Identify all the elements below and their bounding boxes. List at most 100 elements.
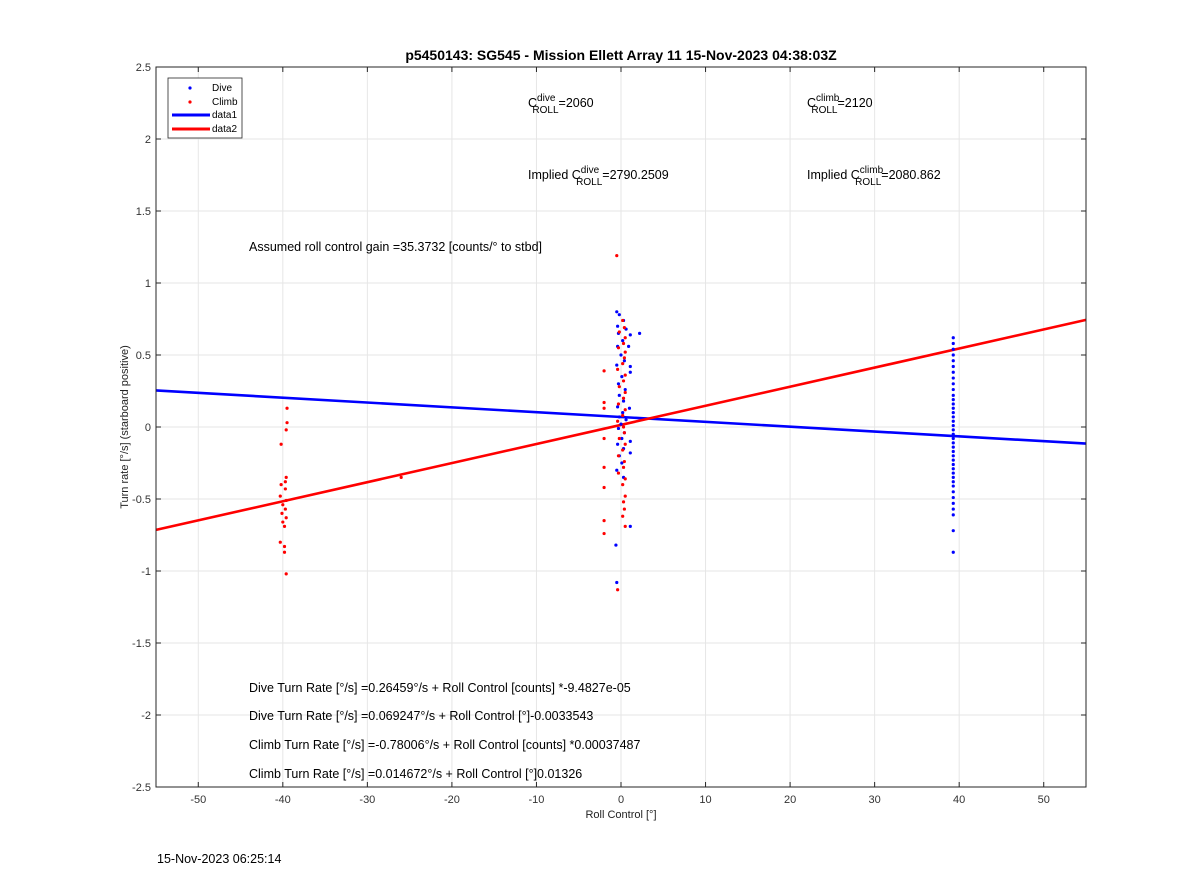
climb-point (282, 550, 287, 554)
data1-fit-line (155, 389, 1087, 445)
climb-point (615, 254, 619, 258)
legend-data2: data2 (212, 124, 237, 135)
climb-point (284, 572, 288, 576)
dive-point (621, 411, 625, 415)
dive-point (951, 411, 955, 415)
dive-point (621, 399, 626, 403)
dive-point (616, 426, 621, 431)
climb-point (617, 385, 621, 389)
dive-point (951, 495, 955, 500)
dive-point (951, 347, 955, 351)
dive-point (951, 387, 955, 392)
climb-point (283, 507, 287, 511)
dive-point (951, 341, 955, 346)
climb-point (623, 477, 627, 481)
dive-point (628, 370, 632, 374)
dive-point (617, 313, 621, 317)
climb-point (621, 318, 625, 323)
dive-point (951, 428, 955, 432)
y-tick-label: -0.5 (132, 494, 151, 506)
dive-point (951, 364, 955, 369)
dive-point (951, 480, 955, 484)
dive-point (951, 501, 955, 505)
climb-point (623, 336, 627, 340)
climb-point (616, 367, 620, 371)
climb-point (621, 465, 626, 469)
dive-point (616, 382, 621, 386)
climb-point (616, 346, 621, 350)
x-tick-labels: -50 -40 -30 -20 -10 0 10 20 30 40 50 (190, 794, 1050, 806)
dive-point (616, 442, 620, 446)
dive-point (951, 471, 955, 475)
climb-point (621, 396, 626, 400)
climb-point (623, 494, 627, 498)
x-tick-label: 50 (1038, 794, 1050, 806)
climb-point (622, 507, 626, 511)
dive-point (615, 363, 619, 367)
x-tick-label: 0 (618, 794, 624, 806)
y-tick-label: 0 (145, 422, 151, 434)
dive-point (616, 324, 620, 328)
climb-point (283, 480, 287, 484)
climb-point (602, 436, 606, 441)
dive-point (621, 339, 625, 343)
dive-point (951, 406, 955, 410)
dive-point (951, 402, 955, 406)
climb-point (285, 421, 289, 425)
legend-dive: Dive (212, 83, 232, 94)
climb-point (602, 485, 606, 490)
climb-point (622, 431, 626, 435)
climb-point (622, 326, 626, 330)
dive-point (951, 484, 955, 488)
y-tick-label: -1 (141, 566, 151, 578)
dive-point (616, 405, 620, 409)
climb-point (616, 471, 621, 475)
y-tick-label: -2 (141, 710, 151, 722)
y-tick-label: 0.5 (136, 350, 151, 362)
climb-point (279, 442, 283, 446)
dive-point (615, 580, 619, 585)
climb-point (616, 454, 621, 458)
climb-point (622, 356, 626, 360)
climb-point (282, 524, 287, 528)
implied-dive-annotation: Implied Cdive ROLL=2790.2509 (528, 165, 669, 188)
climb-point (602, 465, 606, 469)
dive-point (951, 415, 955, 419)
climb-point (602, 369, 606, 373)
x-tick-label: -20 (444, 794, 460, 806)
legend-dive-marker (188, 86, 192, 90)
climb-point (623, 442, 627, 446)
climb-point (399, 475, 403, 479)
x-axis-label: Roll Control [°] (585, 809, 656, 821)
climb-point (623, 373, 627, 377)
dive-point (951, 393, 955, 397)
x-tick-label: -30 (359, 794, 375, 806)
x-tick-label: 20 (784, 794, 796, 806)
dive-point (951, 507, 955, 511)
dive-point (628, 524, 632, 528)
plot-frame (155, 66, 1087, 788)
dive-point (951, 462, 955, 467)
climb-point (617, 436, 621, 441)
climb-point (282, 544, 287, 549)
climb-point (621, 514, 625, 518)
dive-point (628, 439, 632, 443)
dive-point (951, 419, 955, 423)
dive-point (951, 529, 955, 533)
dive-counts-equation: Dive Turn Rate [°/s] =0.26459°/s + Roll … (249, 681, 631, 695)
dive-degrees-equation: Dive Turn Rate [°/s] =0.069247°/s + Roll… (249, 709, 593, 723)
climb-point (602, 519, 606, 523)
climb-point (617, 330, 621, 334)
x-tick-label: 30 (869, 794, 881, 806)
dive-point (617, 393, 621, 397)
chart-title: p5450143: SG545 - Mission Ellett Array 1… (405, 47, 837, 63)
legend-climb: Climb (212, 97, 238, 108)
climb-point (284, 428, 288, 432)
y-tick-label: 2.5 (136, 62, 151, 74)
y-tick-label: 1 (145, 278, 151, 290)
x-tick-label: -40 (275, 794, 291, 806)
dive-point (951, 398, 955, 402)
y-tick-label: 1.5 (136, 206, 151, 218)
climb-point (284, 516, 288, 520)
dive-point (619, 422, 623, 426)
